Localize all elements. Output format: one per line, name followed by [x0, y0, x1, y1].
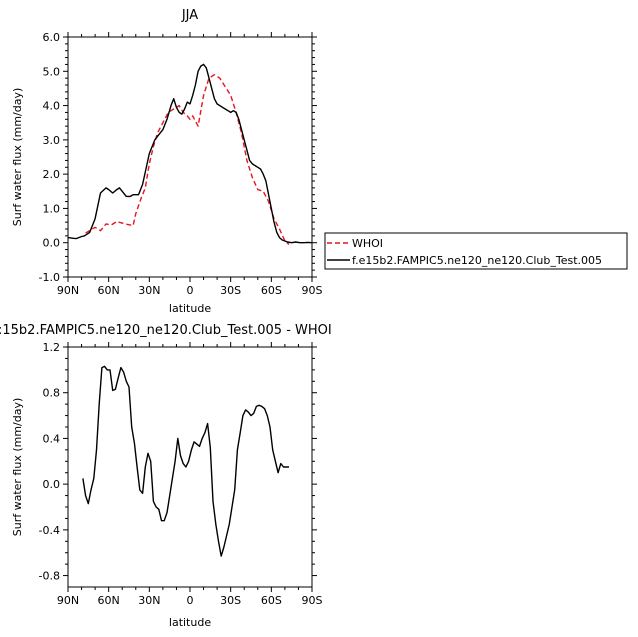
bottom-xtick-label: 30S [220, 594, 241, 607]
top-chart-ticks: 90N 60N 30N 0 30S 60S 90S -1.0 0.0 1.0 2.0 3.0 4.0 5.… [39, 31, 323, 297]
top-chart-series [67, 63, 313, 245]
bottom-xtick-label: 60N [98, 594, 120, 607]
legend-label-whoi: WHOI [352, 237, 383, 250]
legend-box [324, 232, 628, 270]
top-chart-title: JJA [181, 8, 198, 23]
top-ytick-label: 0.0 [43, 237, 61, 250]
bottom-ytick-label: 0.4 [43, 432, 61, 445]
top-xtick-label: 0 [187, 284, 194, 297]
bottom-chart-title: :15b2.FAMPIC5.ne120_ne120.Club_Test.005 … [0, 323, 332, 338]
top-chart-frame [67, 36, 313, 278]
top-xtick-label: 60S [261, 284, 282, 297]
bottom-ytick-label: 0.8 [43, 387, 61, 400]
top-chart-panel: JJA 90N 60N 30N 0 30S 60S 90S -1.0 0.0 1.0 2.0 3.0 4… [11, 8, 323, 315]
top-series-line-model [67, 63, 313, 244]
legend-label-model: f.e15b2.FAMPIC5.ne120_ne120.Club_Test.00… [352, 254, 602, 267]
top-ytick-label: 4.0 [43, 100, 61, 113]
bottom-xtick-label: 0 [187, 594, 194, 607]
legend: WHOI f.e15b2.FAMPIC5.ne120_ne120.Club_Te… [324, 232, 628, 270]
top-ytick-label: 6.0 [43, 31, 61, 44]
bottom-chart-ticks: 90N 60N 30N 0 30S 60S 90S -0.8 -0.4 0.0 0.4 0.8 1.2 [39, 341, 323, 607]
bottom-series-line-difference [82, 365, 289, 557]
bottom-ytick-label: -0.4 [39, 524, 60, 537]
bottom-ytick-label: 1.2 [43, 341, 61, 354]
top-chart-xlabel: latitude [169, 302, 211, 315]
bottom-chart-panel: :15b2.FAMPIC5.ne120_ne120.Club_Test.005 … [0, 323, 332, 629]
top-ytick-label: 1.0 [43, 202, 61, 215]
top-xtick-label: 60N [98, 284, 120, 297]
bottom-ytick-label: 0.0 [43, 478, 61, 491]
top-xtick-label: 30S [220, 284, 241, 297]
top-xtick-label: 30N [138, 284, 160, 297]
bottom-chart-frame [67, 346, 313, 588]
bottom-chart-ylabel: Surf water flux (mm/day) [11, 398, 24, 537]
top-chart-ylabel: Surf water flux (mm/day) [11, 88, 24, 227]
top-series-line-whoi [85, 73, 290, 245]
top-ytick-label: -1.0 [39, 271, 60, 284]
top-xtick-label: 90N [57, 284, 79, 297]
bottom-ytick-label: -0.8 [39, 570, 60, 583]
top-xtick-label: 90S [302, 284, 323, 297]
bottom-xtick-label: 90S [302, 594, 323, 607]
bottom-xtick-label: 60S [261, 594, 282, 607]
top-ytick-label: 2.0 [43, 168, 61, 181]
bottom-xtick-label: 30N [138, 594, 160, 607]
top-ytick-label: 3.0 [43, 134, 61, 147]
bottom-chart-series [82, 365, 289, 557]
bottom-chart-xlabel: latitude [169, 616, 211, 629]
bottom-xtick-label: 90N [57, 594, 79, 607]
top-ytick-label: 5.0 [43, 65, 61, 78]
